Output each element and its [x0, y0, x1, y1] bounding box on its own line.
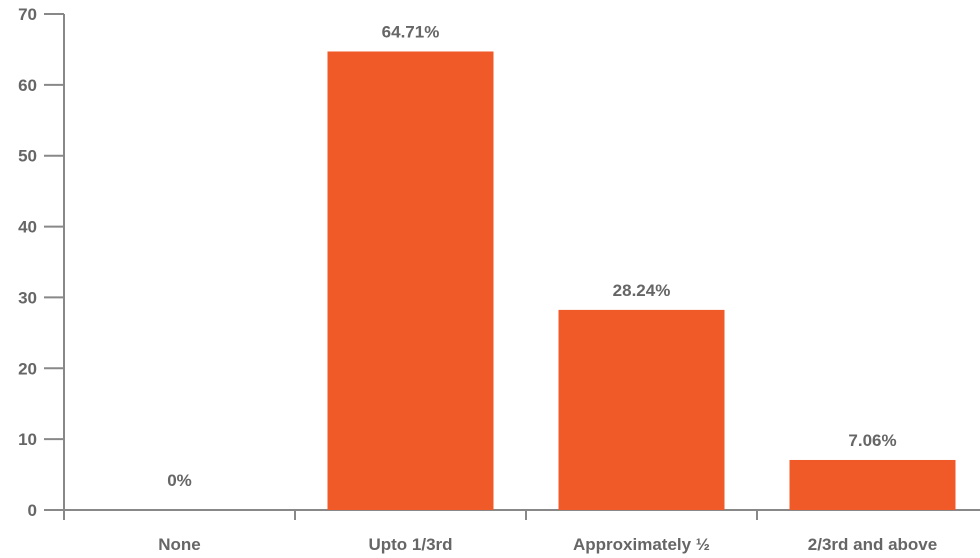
y-tick-label: 10 — [18, 430, 37, 449]
x-axis: None Upto 1/3rd Approximately ½ 2/3rd and a… — [63, 509, 980, 554]
bar — [327, 51, 494, 510]
x-category-label: Upto 1/3rd — [368, 535, 452, 554]
x-category-label: Approximately ½ — [573, 535, 710, 554]
bars — [327, 51, 956, 510]
data-label: 64.71% — [382, 22, 440, 41]
bar — [789, 459, 956, 510]
data-labels: 0% 64.71% 28.24% 7.06% — [167, 22, 896, 490]
bar — [558, 309, 725, 510]
y-tick-label: 70 — [18, 5, 37, 24]
y-tick-label: 50 — [18, 147, 37, 166]
y-tick-label: 0 — [28, 501, 37, 520]
y-tick-label: 40 — [18, 218, 37, 237]
x-category-label: 2/3rd and above — [808, 535, 937, 554]
y-axis: 0 10 20 30 40 50 60 70 — [18, 5, 65, 520]
data-label: 28.24% — [613, 281, 671, 300]
data-label: 7.06% — [848, 431, 896, 450]
x-category-label: None — [158, 535, 201, 554]
y-tick-label: 20 — [18, 359, 37, 378]
y-tick-label: 30 — [18, 288, 37, 307]
y-tick-label: 60 — [18, 76, 37, 95]
data-label: 0% — [167, 471, 192, 490]
